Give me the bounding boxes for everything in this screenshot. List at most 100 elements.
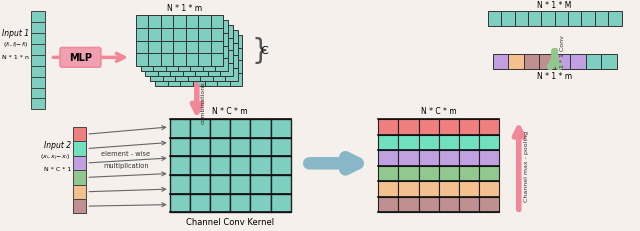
Bar xyxy=(145,26,158,39)
Bar xyxy=(210,138,230,157)
Bar xyxy=(198,16,211,29)
Bar xyxy=(178,59,191,72)
Bar xyxy=(191,46,203,59)
Bar xyxy=(193,36,205,48)
Bar xyxy=(170,51,183,64)
Bar xyxy=(145,51,158,64)
Bar xyxy=(31,34,45,45)
Bar xyxy=(515,12,528,27)
Bar xyxy=(459,197,479,213)
Bar xyxy=(508,55,524,70)
Bar xyxy=(220,39,233,51)
Bar xyxy=(595,12,608,27)
Bar xyxy=(186,42,198,54)
Bar xyxy=(73,199,86,213)
Bar xyxy=(150,56,163,69)
Bar xyxy=(208,64,220,77)
Bar xyxy=(200,43,212,56)
Bar xyxy=(203,59,216,72)
Bar xyxy=(212,31,225,43)
Bar xyxy=(158,39,170,51)
Text: multiplication: multiplication xyxy=(103,163,149,169)
Bar xyxy=(271,138,291,157)
Bar xyxy=(188,56,200,69)
Bar xyxy=(191,59,203,72)
Bar xyxy=(398,166,419,182)
Bar xyxy=(225,69,237,82)
Bar xyxy=(218,36,230,48)
Bar xyxy=(555,12,568,27)
Bar xyxy=(439,120,459,135)
Bar xyxy=(459,166,479,182)
Bar xyxy=(211,29,223,42)
Text: N * 1 * m: N * 1 * m xyxy=(537,72,572,81)
Bar xyxy=(216,46,228,59)
Bar xyxy=(168,74,180,86)
Bar xyxy=(488,12,501,27)
Bar xyxy=(136,54,148,67)
Bar xyxy=(378,166,398,182)
Bar xyxy=(73,156,86,170)
Bar xyxy=(141,46,153,59)
Bar xyxy=(195,26,208,39)
Bar xyxy=(378,120,398,135)
Bar xyxy=(31,88,45,99)
Bar xyxy=(539,55,555,70)
Bar xyxy=(186,29,198,42)
Bar xyxy=(170,120,190,138)
Bar xyxy=(271,157,291,175)
Bar xyxy=(205,36,218,48)
Bar xyxy=(180,74,193,86)
Bar xyxy=(459,135,479,151)
Bar xyxy=(166,59,178,72)
Bar xyxy=(175,31,188,43)
Bar xyxy=(220,51,233,64)
Bar xyxy=(190,138,210,157)
Bar xyxy=(195,51,208,64)
Bar xyxy=(161,42,173,54)
Bar xyxy=(186,16,198,29)
Text: MLP: MLP xyxy=(69,53,92,63)
Bar xyxy=(148,54,161,67)
Bar xyxy=(198,29,211,42)
Bar xyxy=(198,42,211,54)
Bar xyxy=(183,26,195,39)
Bar xyxy=(271,194,291,213)
Bar xyxy=(250,157,271,175)
Bar xyxy=(155,48,168,61)
Bar xyxy=(555,55,570,70)
Bar xyxy=(378,182,398,197)
Bar xyxy=(173,29,186,42)
Text: Channel Conv Kernel: Channel Conv Kernel xyxy=(186,217,275,226)
Bar xyxy=(205,61,218,74)
Text: combinations: combinations xyxy=(201,81,205,123)
Bar xyxy=(210,157,230,175)
Bar xyxy=(193,48,205,61)
Bar xyxy=(150,31,163,43)
Bar xyxy=(398,135,419,151)
Bar xyxy=(218,61,230,74)
Bar xyxy=(524,55,539,70)
Bar xyxy=(195,39,208,51)
Bar xyxy=(250,138,271,157)
Bar xyxy=(170,26,183,39)
Bar xyxy=(170,64,183,77)
Bar xyxy=(225,31,237,43)
Bar xyxy=(175,56,188,69)
Bar xyxy=(141,21,153,34)
Bar xyxy=(73,185,86,199)
Bar xyxy=(183,64,195,77)
Bar xyxy=(161,16,173,29)
Bar xyxy=(205,74,218,86)
Bar xyxy=(200,56,212,69)
Bar xyxy=(378,197,398,213)
Bar xyxy=(158,26,170,39)
Bar xyxy=(203,34,216,46)
Text: N * C * 1: N * C * 1 xyxy=(44,166,71,171)
Text: Channel max - pooling: Channel max - pooling xyxy=(524,131,529,201)
Bar xyxy=(178,46,191,59)
Bar xyxy=(439,151,459,166)
Bar xyxy=(203,46,216,59)
Bar xyxy=(581,12,595,27)
Bar xyxy=(190,120,210,138)
